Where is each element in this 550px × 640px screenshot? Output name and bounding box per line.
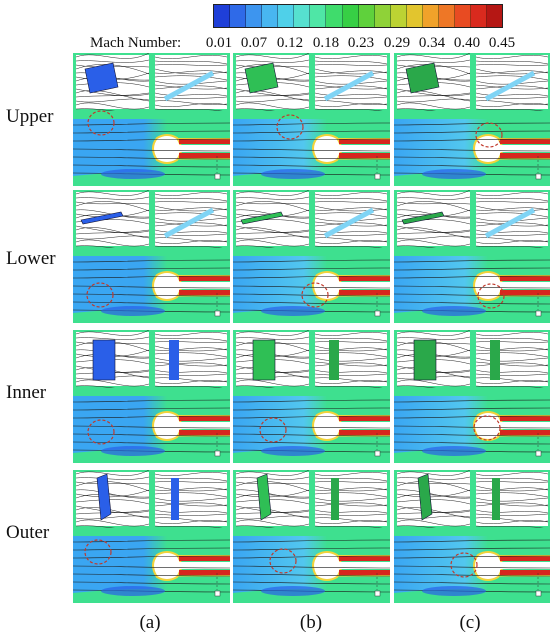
colorbar-swatch bbox=[342, 5, 359, 27]
vortex-marker bbox=[475, 122, 503, 148]
flow-channel bbox=[73, 528, 230, 603]
row-label-upper: Upper bbox=[6, 106, 54, 127]
streamline-inset-3d bbox=[235, 190, 310, 252]
flow-panel-outer-2 bbox=[394, 470, 550, 603]
streamline-inset-3d bbox=[396, 53, 471, 115]
streamline-inset-3d bbox=[235, 330, 310, 392]
flow-channel bbox=[233, 248, 390, 323]
flow-channel bbox=[394, 248, 550, 323]
streamline-inset-3d bbox=[75, 330, 150, 392]
row-label-lower: Lower bbox=[6, 248, 56, 269]
vortex-marker bbox=[259, 417, 287, 443]
colorbar-swatch bbox=[374, 5, 391, 27]
colorbar-swatch bbox=[278, 5, 295, 27]
row-label-outer: Outer bbox=[6, 522, 50, 543]
colorbar-swatch bbox=[390, 5, 407, 27]
streamline-inset-3d bbox=[396, 190, 471, 252]
flow-panel-lower-1 bbox=[233, 190, 390, 323]
streamline-inset-side bbox=[475, 332, 549, 390]
flow-channel bbox=[73, 110, 230, 186]
flow-channel bbox=[73, 388, 230, 463]
vortex-marker bbox=[301, 282, 329, 308]
colorbar-swatch bbox=[294, 5, 311, 27]
flow-panel-upper-1 bbox=[233, 53, 390, 186]
streamline-inset-side bbox=[154, 332, 228, 390]
col-label-a: (a) bbox=[139, 612, 161, 633]
flow-panel-upper-0 bbox=[73, 53, 230, 186]
flow-panel-outer-1 bbox=[233, 470, 390, 603]
flow-panel-inner-2 bbox=[394, 330, 550, 463]
vortex-marker bbox=[473, 415, 501, 441]
flow-panel-outer-0 bbox=[73, 470, 230, 603]
flow-channel bbox=[394, 388, 550, 463]
streamline-inset-side bbox=[475, 192, 549, 250]
tick-label: 0.34 bbox=[418, 35, 446, 51]
tick-label: 0.12 bbox=[276, 35, 304, 51]
colorbar-swatch bbox=[230, 5, 247, 27]
flow-channel bbox=[233, 528, 390, 603]
tick-label: 0.07 bbox=[240, 35, 268, 51]
colorbar-swatch bbox=[326, 5, 343, 27]
streamline-inset-side bbox=[154, 472, 228, 530]
vortex-marker bbox=[87, 419, 115, 445]
streamline-inset-3d bbox=[396, 330, 471, 392]
vortex-marker bbox=[84, 539, 112, 565]
tick-label: 0.40 bbox=[453, 35, 481, 51]
colorbar-swatch bbox=[487, 5, 503, 27]
flow-panel-inner-0 bbox=[73, 330, 230, 463]
streamline-inset-side bbox=[314, 55, 388, 113]
streamline-inset-3d bbox=[75, 53, 150, 115]
streamline-inset-side bbox=[154, 55, 228, 113]
flow-panel-lower-2 bbox=[394, 190, 550, 323]
streamline-inset-side bbox=[475, 55, 549, 113]
vortex-marker bbox=[450, 552, 478, 578]
colorbar-swatch bbox=[262, 5, 279, 27]
vortex-marker bbox=[86, 282, 114, 308]
streamline-inset-side bbox=[154, 192, 228, 250]
tick-label: 0.29 bbox=[383, 35, 411, 51]
colorbar-swatch bbox=[422, 5, 439, 27]
legend-title: Mach Number: bbox=[90, 35, 182, 51]
tick-label: 0.01 bbox=[205, 35, 233, 51]
vortex-marker bbox=[276, 114, 304, 140]
flow-channel bbox=[394, 111, 550, 186]
colorbar-swatch bbox=[358, 5, 375, 27]
mach-colorbar bbox=[213, 4, 503, 28]
flow-panel-inner-1 bbox=[233, 330, 390, 463]
vortex-marker bbox=[477, 283, 505, 309]
colorbar-swatch bbox=[214, 5, 231, 27]
streamline-inset-3d bbox=[75, 190, 150, 252]
streamline-inset-side bbox=[314, 472, 388, 530]
col-label-b: (b) bbox=[299, 612, 323, 633]
flow-channel bbox=[233, 388, 390, 463]
streamline-inset-3d bbox=[235, 470, 310, 532]
streamline-inset-3d bbox=[235, 53, 310, 115]
colorbar-swatch bbox=[471, 5, 488, 27]
flow-panel-upper-2 bbox=[394, 53, 550, 186]
streamline-inset-3d bbox=[75, 470, 150, 532]
colorbar-swatch bbox=[310, 5, 327, 27]
flow-channel bbox=[73, 248, 230, 323]
flow-channel bbox=[233, 111, 390, 186]
tick-label: 0.45 bbox=[488, 35, 516, 51]
tick-label: 0.23 bbox=[347, 35, 375, 51]
col-label-c: (c) bbox=[459, 612, 481, 633]
row-label-inner: Inner bbox=[6, 382, 47, 403]
colorbar-swatch bbox=[406, 5, 423, 27]
colorbar-ticks: 0.01 0.07 0.12 0.18 0.23 0.29 0.34 0.40 … bbox=[0, 35, 550, 55]
vortex-marker bbox=[269, 548, 297, 574]
streamline-inset-side bbox=[314, 332, 388, 390]
colorbar-swatch bbox=[246, 5, 263, 27]
vortex-marker bbox=[87, 110, 115, 136]
flow-panel-lower-0 bbox=[73, 190, 230, 323]
streamline-inset-3d bbox=[396, 470, 471, 532]
streamline-inset-side bbox=[475, 472, 549, 530]
flow-channel bbox=[394, 528, 550, 603]
colorbar-swatch bbox=[454, 5, 471, 27]
tick-label: 0.18 bbox=[312, 35, 340, 51]
streamline-inset-side bbox=[314, 192, 388, 250]
colorbar-swatch bbox=[438, 5, 455, 27]
